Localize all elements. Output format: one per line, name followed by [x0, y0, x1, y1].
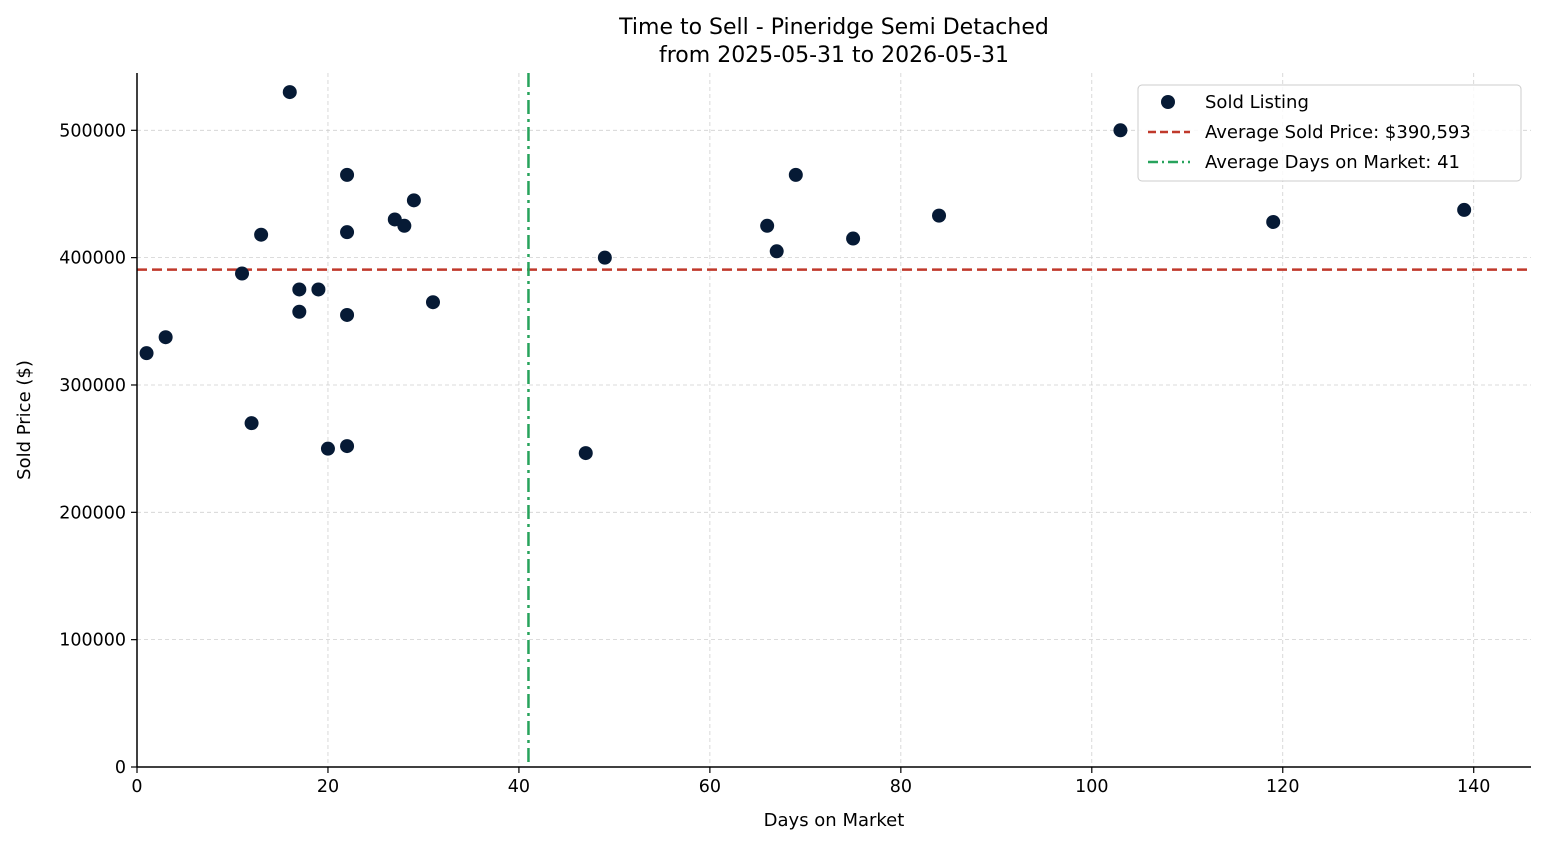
data-point — [320, 441, 335, 456]
data-point — [1113, 123, 1128, 138]
y-tick-label: 100000 — [59, 631, 126, 651]
x-tick-label: 0 — [131, 777, 142, 797]
x-tick-label: 140 — [1457, 777, 1490, 797]
data-point — [139, 346, 154, 361]
scatter-points — [139, 85, 1472, 461]
y-axis-label: Sold Price ($) — [14, 360, 35, 480]
data-point — [244, 416, 259, 431]
data-point — [340, 439, 355, 454]
y-tick-label: 0 — [115, 758, 126, 778]
legend: Sold Listing Average Sold Price: $390,593… — [1137, 84, 1522, 182]
data-point — [769, 244, 784, 259]
data-point — [846, 231, 861, 246]
data-point — [282, 85, 297, 100]
x-axis-label: Days on Market — [764, 810, 905, 831]
data-point — [578, 446, 593, 461]
data-point — [311, 282, 326, 297]
legend-label-avg-days: Average Days on Market: 41 — [1205, 152, 1460, 173]
legend-box — [1137, 84, 1522, 182]
data-point — [340, 225, 355, 240]
x-tick-label: 120 — [1266, 777, 1299, 797]
chart-subtitle: from 2025-05-31 to 2026-05-31 — [659, 43, 1009, 68]
data-point — [597, 250, 612, 265]
data-point — [1457, 202, 1472, 217]
data-point — [760, 218, 775, 233]
x-tick-label: 80 — [890, 777, 912, 797]
x-tick-label: 100 — [1075, 777, 1108, 797]
data-point — [340, 167, 355, 182]
y-axis-ticks: 0 100000 200000 300000 400000 500000 — [59, 121, 137, 778]
y-tick-label: 300000 — [59, 376, 126, 396]
y-tick-label: 200000 — [59, 503, 126, 523]
grid — [137, 73, 1531, 767]
data-point — [425, 295, 440, 310]
legend-marker-sold — [1161, 95, 1175, 109]
x-tick-label: 20 — [317, 777, 339, 797]
y-tick-label: 400000 — [59, 249, 126, 269]
x-tick-label: 60 — [699, 777, 721, 797]
chart-title: Time to Sell - Pineridge Semi Detached — [618, 15, 1049, 40]
data-point — [397, 218, 412, 233]
x-axis-ticks: 0 20 40 60 80 100 120 140 — [131, 767, 1490, 797]
data-point — [292, 304, 307, 319]
data-point — [235, 266, 250, 281]
y-tick-label: 500000 — [59, 121, 126, 141]
data-point — [1266, 214, 1281, 229]
reference-lines — [137, 73, 1531, 767]
legend-label-sold: Sold Listing — [1205, 92, 1309, 113]
data-point — [406, 193, 421, 208]
data-point — [932, 208, 947, 223]
legend-label-avg-price: Average Sold Price: $390,593 — [1205, 122, 1471, 143]
data-point — [158, 330, 173, 345]
data-point — [788, 167, 803, 182]
data-point — [292, 282, 307, 297]
data-point — [340, 307, 355, 322]
x-tick-label: 40 — [508, 777, 530, 797]
axes — [136, 73, 1531, 768]
data-point — [254, 227, 269, 242]
